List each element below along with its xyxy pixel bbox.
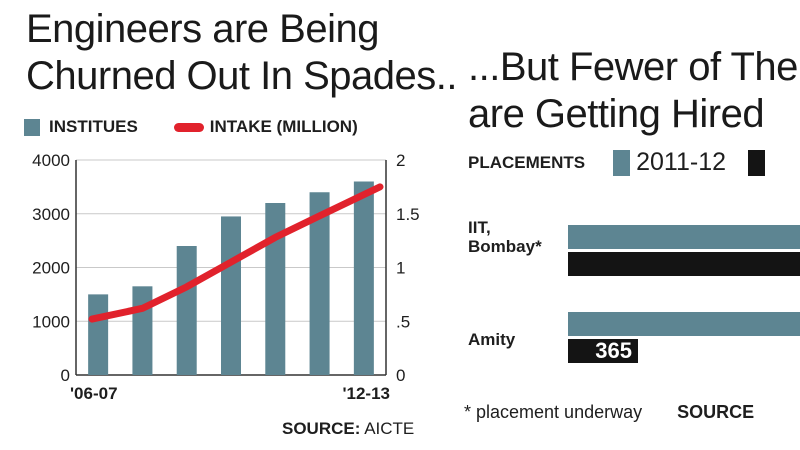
year1-legend-swatch	[613, 149, 631, 176]
iit-bombay-label-line-1: IIT,	[468, 218, 491, 237]
placement-underway-note: * placement underway	[464, 402, 643, 422]
intake-line	[88, 183, 384, 323]
institutes-bar	[265, 203, 286, 375]
amity-label-line-1: Amity	[468, 330, 516, 349]
institutes-intake-chart: 0 1000 2000 3000 4000 0 .5 1 1.5 2 '06-07 '12-13	[32, 151, 420, 403]
intake-legend-label: INTAKE (MILLION)	[209, 117, 358, 136]
right-source-label: SOURCE	[677, 402, 755, 422]
right-footnote: * placement underway SOURCE	[464, 402, 754, 423]
left-y-tick-label: 0	[61, 366, 70, 385]
left-y-tick-label: 4000	[32, 151, 70, 170]
placements-legend-label: PLACEMENTS	[468, 152, 586, 172]
right-y-tick-label: 0	[396, 366, 405, 385]
source-label: SOURCE:	[282, 419, 361, 438]
source-value: AICTE	[364, 419, 415, 438]
right-chart-panel: ...But Fewer of The are Getting Hired PL…	[462, 0, 800, 450]
right-title-line-1: ...But Fewer of The	[468, 45, 798, 89]
right-chart-title: ...But Fewer of The are Getting Hired	[468, 44, 800, 138]
institutes-bar	[309, 192, 330, 375]
amity-year2-bar: 365	[568, 339, 638, 363]
year2-legend-swatch	[748, 149, 766, 176]
left-y-tick-label: 3000	[32, 205, 70, 224]
left-title-line-2: Churned Out In Spades..	[26, 54, 458, 98]
left-y-tick-label: 1000	[32, 312, 70, 331]
institutes-bar	[176, 246, 197, 375]
right-y-tick-label: .5	[396, 312, 410, 331]
amity-year2-value: 365	[595, 339, 632, 363]
amity-label: Amity	[468, 330, 515, 349]
amity-2011-12-bar: 1	[568, 312, 800, 336]
x-tick-label: '06-07	[70, 384, 118, 403]
right-title-line-2: are Getting Hired	[468, 92, 765, 136]
left-chart-legend: INSTITUES INTAKE (MILLION)	[24, 117, 358, 137]
right-y-tick-label: 1	[396, 259, 405, 278]
left-y-tick-label: 2000	[32, 259, 70, 278]
institutes-bar	[88, 294, 109, 375]
iit-bombay-label-line-2: Bombay*	[468, 237, 542, 256]
left-source-note: SOURCE: AICTE	[282, 419, 414, 439]
institutes-bar	[132, 286, 153, 375]
left-chart-title: Engineers are Being Churned Out In Spade…	[26, 6, 458, 100]
iit-bombay-year2-bar: 1(	[568, 252, 800, 276]
institutes-legend-label: INSTITUES	[49, 117, 138, 136]
right-y-tick-label: 2	[396, 151, 405, 170]
right-y-tick-label: 1.5	[396, 205, 420, 224]
institutes-legend-swatch	[24, 118, 40, 136]
iit-bombay-2011-12-bar: 1	[568, 225, 800, 249]
intake-legend-swatch	[173, 122, 204, 132]
left-chart-panel: Engineers are Being Churned Out In Spade…	[24, 6, 458, 439]
x-tick-label: '12-13	[342, 384, 390, 403]
placements-legend: PLACEMENTS 2011-12	[468, 148, 771, 177]
institutes-bar	[221, 216, 241, 375]
institutes-bar	[353, 181, 374, 375]
left-title-line-1: Engineers are Being	[26, 7, 379, 51]
iit-bombay-label: IIT, Bombay*	[468, 218, 542, 256]
year1-legend-label: 2011-12	[636, 148, 727, 176]
